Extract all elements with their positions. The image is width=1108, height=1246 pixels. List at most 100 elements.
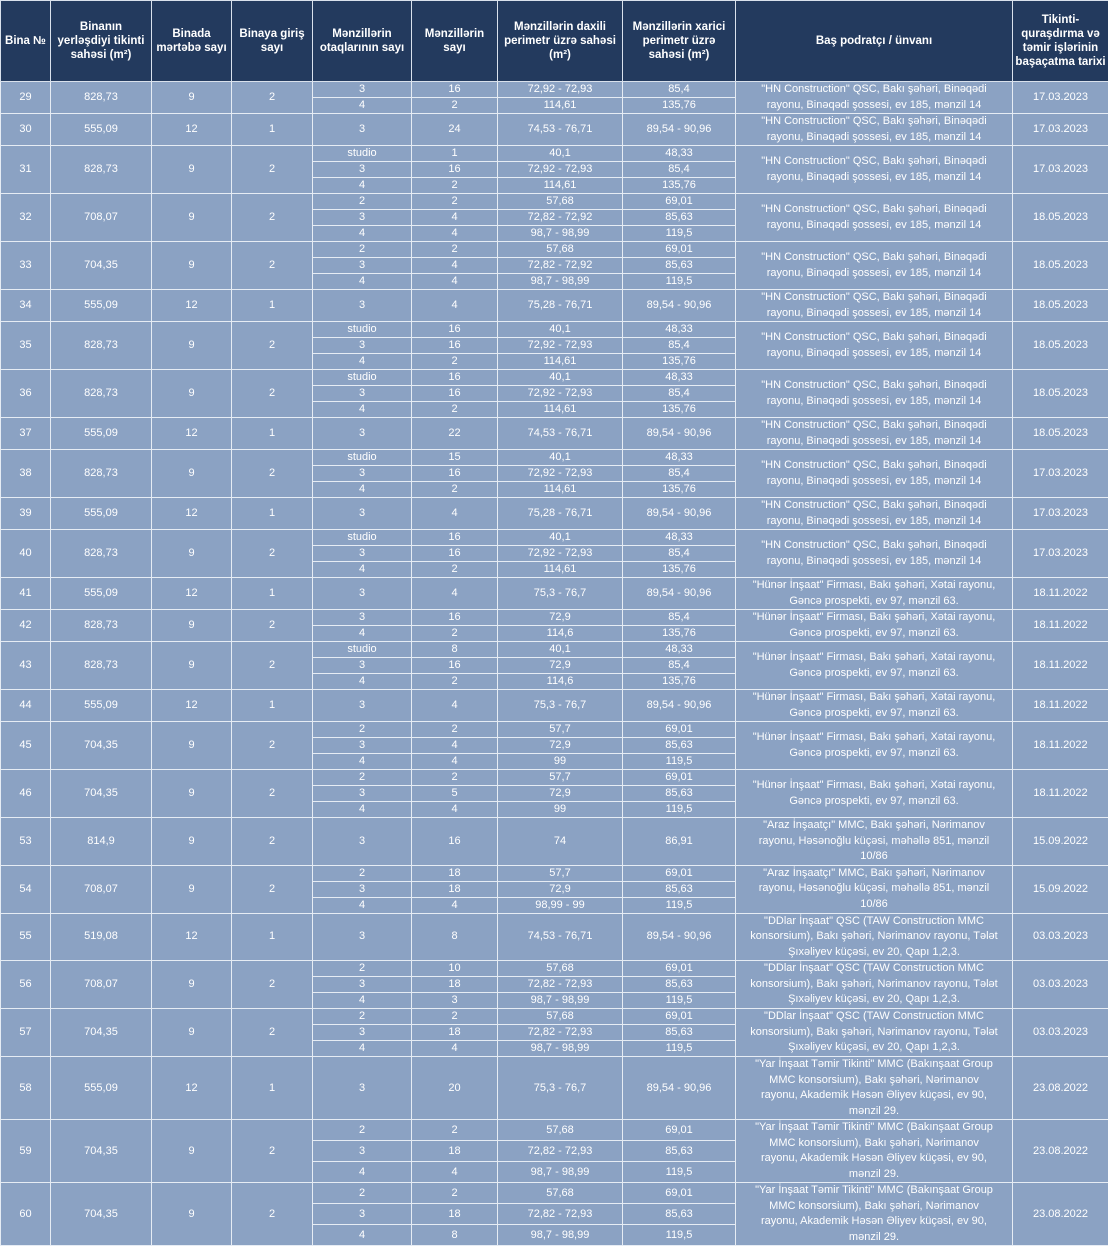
cell-inner-area: 114,61 (498, 482, 623, 498)
cell-contractor: "Araz İnşaatçı" MMC, Bakı şəhəri, Nərima… (736, 865, 1013, 913)
cell-rooms: 3 (313, 1204, 412, 1225)
cell-outer-area: 85,63 (623, 258, 736, 274)
cell-entrances: 2 (232, 194, 313, 242)
cell-entrances: 2 (232, 242, 313, 290)
cell-inner-area: 57,68 (498, 194, 623, 210)
cell-completion-date: 03.03.2023 (1013, 961, 1108, 1009)
cell-inner-area: 98,7 - 98,99 (498, 1225, 623, 1246)
cell-outer-area: 135,76 (623, 402, 736, 418)
cell-floors: 9 (152, 642, 232, 690)
cell-unit-count: 18 (412, 977, 498, 993)
cell-inner-area: 72,82 - 72,93 (498, 1025, 623, 1041)
cell-rooms: 4 (313, 674, 412, 690)
cell-rooms: 2 (313, 194, 412, 210)
cell-rooms: 4 (313, 1162, 412, 1183)
cell-rooms: 2 (313, 722, 412, 738)
cell-unit-count: 20 (412, 1057, 498, 1120)
cell-inner-area: 40,1 (498, 530, 623, 546)
cell-site-area: 828,73 (51, 82, 152, 114)
cell-site-area: 828,73 (51, 322, 152, 370)
cell-contractor: "HN Construction" QSC, Bakı şəhəri, Binə… (736, 450, 1013, 498)
cell-completion-date: 18.05.2023 (1013, 370, 1108, 418)
cell-rooms: 3 (313, 114, 412, 146)
cell-outer-area: 48,33 (623, 146, 736, 162)
cell-floors: 12 (152, 913, 232, 961)
cell-unit-count: 4 (412, 290, 498, 322)
cell-building-no: 55 (1, 913, 51, 961)
cell-inner-area: 98,7 - 98,99 (498, 1041, 623, 1057)
cell-unit-count: 22 (412, 418, 498, 450)
cell-unit-count: 2 (412, 354, 498, 370)
cell-rooms: 3 (313, 977, 412, 993)
cell-outer-area: 135,76 (623, 562, 736, 578)
cell-unit-count: 16 (412, 82, 498, 98)
cell-inner-area: 72,92 - 72,93 (498, 162, 623, 178)
cell-unit-count: 1 (412, 146, 498, 162)
cell-site-area: 814,9 (51, 818, 152, 866)
cell-contractor: "Hünər İnşaat" Firması, Bakı şəhəri, Xət… (736, 578, 1013, 610)
cell-entrances: 2 (232, 322, 313, 370)
header-inner-area: Mənzillərin daxili perimetr üzrə sahəsi … (498, 1, 623, 82)
cell-completion-date: 18.05.2023 (1013, 290, 1108, 322)
cell-floors: 12 (152, 290, 232, 322)
cell-outer-area: 119,5 (623, 897, 736, 913)
cell-floors: 9 (152, 194, 232, 242)
cell-outer-area: 135,76 (623, 354, 736, 370)
cell-unit-count: 2 (412, 562, 498, 578)
cell-outer-area: 119,5 (623, 274, 736, 290)
cell-building-no: 29 (1, 82, 51, 114)
cell-building-no: 57 (1, 1009, 51, 1057)
cell-outer-area: 135,76 (623, 98, 736, 114)
cell-rooms: 2 (313, 1120, 412, 1141)
cell-floors: 9 (152, 1120, 232, 1183)
cell-inner-area: 72,82 - 72,92 (498, 210, 623, 226)
cell-floors: 12 (152, 578, 232, 610)
cell-floors: 9 (152, 450, 232, 498)
cell-outer-area: 89,54 - 90,96 (623, 913, 736, 961)
cell-rooms: 2 (313, 865, 412, 881)
cell-unit-count: 16 (412, 658, 498, 674)
cell-floors: 12 (152, 690, 232, 722)
cell-building-no: 42 (1, 610, 51, 642)
cell-unit-count: 16 (412, 386, 498, 402)
cell-outer-area: 69,01 (623, 722, 736, 738)
cell-inner-area: 114,61 (498, 178, 623, 194)
cell-outer-area: 119,5 (623, 1041, 736, 1057)
cell-entrances: 2 (232, 818, 313, 866)
cell-contractor: "HN Construction" QSC, Bakı şəhəri, Binə… (736, 242, 1013, 290)
cell-outer-area: 85,63 (623, 738, 736, 754)
cell-rooms: 3 (313, 290, 412, 322)
cell-rooms: 4 (313, 626, 412, 642)
cell-site-area: 704,35 (51, 1120, 152, 1183)
cell-rooms: 2 (313, 770, 412, 786)
cell-rooms: 3 (313, 386, 412, 402)
cell-unit-count: 8 (412, 913, 498, 961)
cell-unit-count: 2 (412, 1009, 498, 1025)
cell-completion-date: 03.03.2023 (1013, 913, 1108, 961)
cell-outer-area: 85,4 (623, 546, 736, 562)
cell-contractor: "Yar İnşaat Təmir Tikinti" MMC (Bakınşaa… (736, 1057, 1013, 1120)
cell-completion-date: 18.11.2022 (1013, 722, 1108, 770)
cell-inner-area: 57,7 (498, 865, 623, 881)
cell-outer-area: 85,63 (623, 1204, 736, 1225)
cell-inner-area: 75,28 - 76,71 (498, 498, 623, 530)
cell-outer-area: 135,76 (623, 482, 736, 498)
cell-site-area: 708,07 (51, 194, 152, 242)
cell-building-no: 56 (1, 961, 51, 1009)
cell-site-area: 704,35 (51, 1183, 152, 1246)
cell-site-area: 555,09 (51, 498, 152, 530)
cell-entrances: 2 (232, 1183, 313, 1246)
cell-building-no: 40 (1, 530, 51, 578)
cell-completion-date: 23.08.2022 (1013, 1183, 1108, 1246)
cell-site-area: 704,35 (51, 770, 152, 818)
cell-inner-area: 99 (498, 754, 623, 770)
cell-contractor: "HN Construction" QSC, Bakı şəhəri, Binə… (736, 418, 1013, 450)
cell-unit-count: 4 (412, 1162, 498, 1183)
cell-completion-date: 17.03.2023 (1013, 114, 1108, 146)
cell-unit-count: 16 (412, 162, 498, 178)
